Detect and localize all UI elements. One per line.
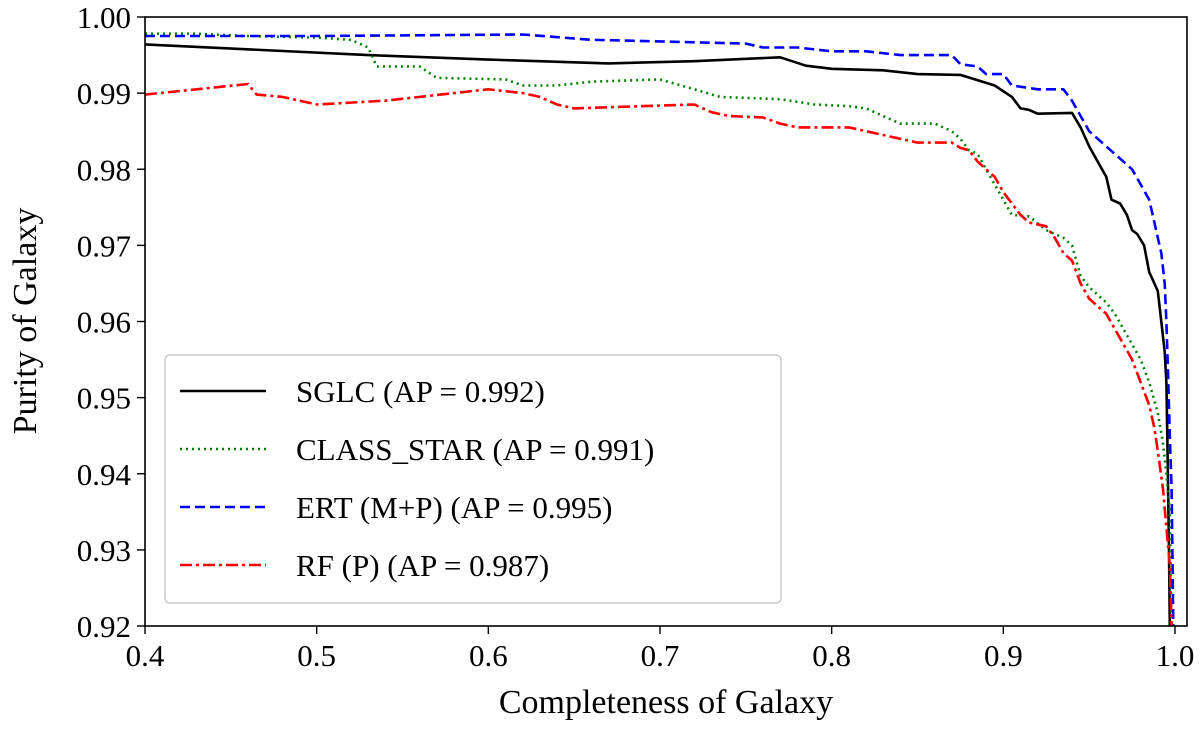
legend-label-3: ERT (M+P) (AP = 0.995) [296, 490, 612, 525]
y-tick-label: 1.00 [77, 0, 131, 35]
x-tick-label: 0.6 [469, 638, 508, 673]
y-axis-label: Purity of Galaxy [7, 208, 44, 435]
y-tick-label: 0.98 [77, 152, 131, 187]
legend-label-1: SGLC (AP = 0.992) [296, 374, 545, 409]
y-tick-label: 0.92 [77, 609, 131, 644]
x-axis: 0.4 0.5 0.6 0.7 0.8 0.9 1.0 [126, 626, 1195, 673]
y-tick-label: 0.93 [77, 533, 131, 568]
x-tick-label: 0.4 [126, 638, 165, 673]
y-tick-label: 0.94 [77, 457, 132, 492]
legend-box [164, 354, 782, 604]
y-tick-label: 0.95 [77, 381, 131, 416]
x-tick-label: 0.8 [812, 638, 851, 673]
y-axis: 0.92 0.93 0.94 0.95 0.96 0.97 0.98 0.99 1.00 [77, 0, 145, 644]
x-axis-label: Completeness of Galaxy [499, 684, 833, 721]
x-tick-label: 0.9 [984, 638, 1023, 673]
legend: SGLC (AP = 0.992) CLASS_STAR (AP = 0.991)… [164, 354, 782, 604]
series-line-1 [145, 43, 1172, 626]
series-line-4 [145, 82, 1173, 626]
x-tick-label: 0.7 [641, 638, 680, 673]
y-tick-label: 0.97 [77, 228, 131, 263]
series-layer [145, 32, 1175, 626]
legend-label-2: CLASS_STAR (AP = 0.991) [296, 432, 654, 467]
legend-label-4: RF (P) (AP = 0.987) [296, 548, 549, 583]
x-tick-label: 1.0 [1156, 638, 1195, 673]
x-tick-label: 0.5 [297, 638, 336, 673]
y-tick-label: 0.96 [77, 305, 131, 340]
series-line-3 [145, 33, 1175, 626]
y-tick-label: 0.99 [77, 76, 131, 111]
